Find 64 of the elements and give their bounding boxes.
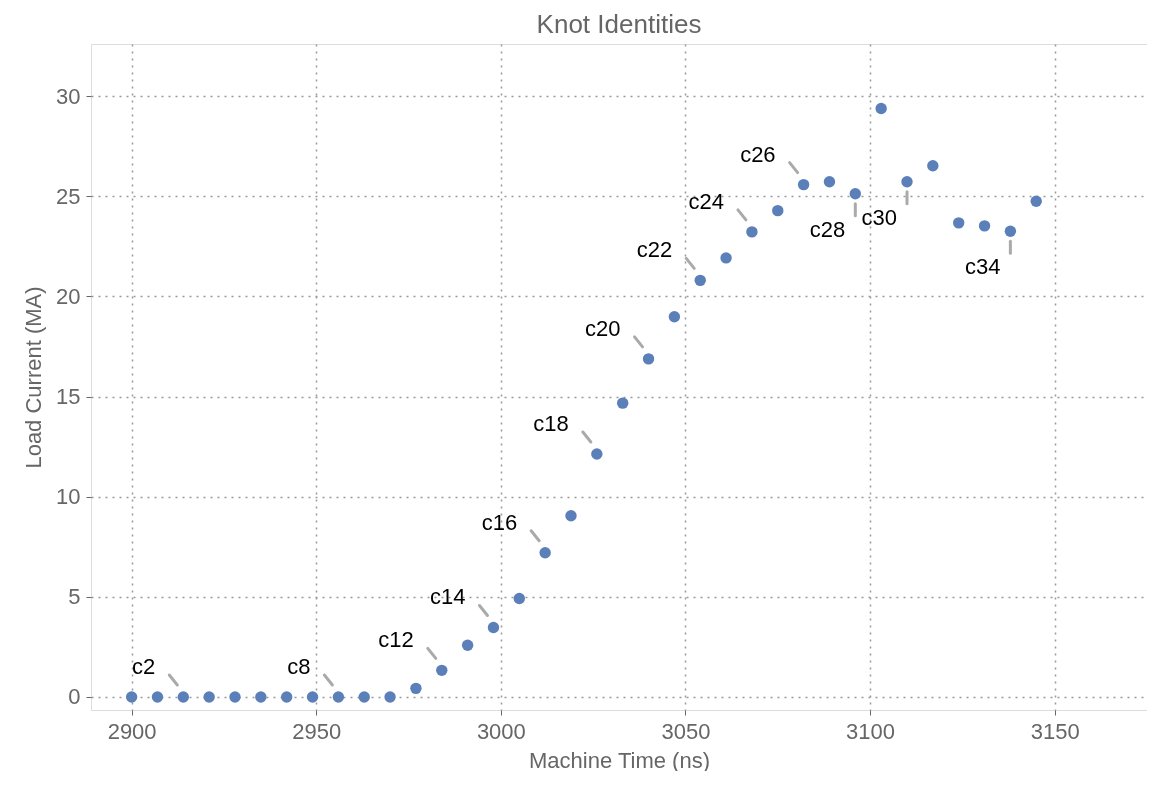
annotation: c8: [287, 653, 311, 679]
point: [513, 592, 526, 605]
point: [177, 691, 190, 703]
point: [668, 311, 681, 323]
annotation: c16: [481, 509, 518, 535]
point: [306, 691, 319, 703]
point: [410, 682, 422, 695]
y-tick-label: 30: [56, 83, 81, 109]
point: [332, 691, 345, 703]
y-tick-label: 10: [56, 484, 81, 510]
y-tick-label: 5: [68, 584, 81, 610]
point: [384, 691, 396, 703]
x-tick-label: 3000: [476, 718, 526, 744]
point: [772, 204, 784, 217]
point: [720, 252, 732, 264]
x-tick-label: 3100: [846, 718, 896, 744]
point: [229, 691, 241, 703]
y-axis-title: Load Current (MA): [21, 286, 47, 469]
annotation: c2: [132, 653, 156, 679]
y-tick-label: 0: [68, 684, 81, 710]
point: [358, 691, 370, 703]
annotation: c30: [861, 204, 897, 230]
y-tick-label: 20: [56, 283, 81, 309]
x-tick-label: 2900: [107, 718, 157, 744]
point: [255, 691, 267, 703]
y-tick-label: 15: [56, 384, 81, 410]
chart-title: Knot Identities: [536, 9, 702, 39]
point: [642, 353, 655, 365]
point: [1030, 195, 1042, 207]
annotation: c20: [585, 315, 621, 341]
annotation: c26: [740, 141, 776, 167]
point: [1004, 225, 1017, 237]
point: [875, 102, 887, 115]
point: [927, 160, 939, 172]
point: [901, 176, 913, 188]
point: [280, 691, 293, 703]
annotation: c34: [964, 254, 1001, 280]
point: [952, 217, 965, 229]
point: [616, 397, 629, 409]
x-tick-label: 3050: [661, 718, 711, 744]
annotation: c18: [533, 411, 569, 437]
annotation: c14: [429, 584, 466, 610]
annotation: c28: [809, 216, 846, 242]
point: [151, 691, 164, 703]
x-tick-label: 2950: [292, 718, 342, 744]
point: [461, 639, 474, 651]
annotation: c12: [378, 627, 414, 653]
point: [694, 274, 706, 287]
point: [487, 621, 500, 634]
annotation: c22: [636, 237, 673, 263]
point: [797, 178, 810, 191]
point: [849, 188, 862, 200]
point: [436, 664, 448, 677]
y-tick-label: 25: [56, 183, 81, 209]
point: [746, 226, 758, 238]
point: [125, 691, 138, 703]
point: [823, 176, 836, 188]
point: [978, 220, 991, 232]
point: [565, 510, 577, 522]
point: [203, 691, 215, 703]
point: [591, 448, 603, 460]
x-tick-label: 3150: [1030, 718, 1080, 744]
annotation: c24: [688, 188, 724, 214]
point: [539, 547, 551, 559]
